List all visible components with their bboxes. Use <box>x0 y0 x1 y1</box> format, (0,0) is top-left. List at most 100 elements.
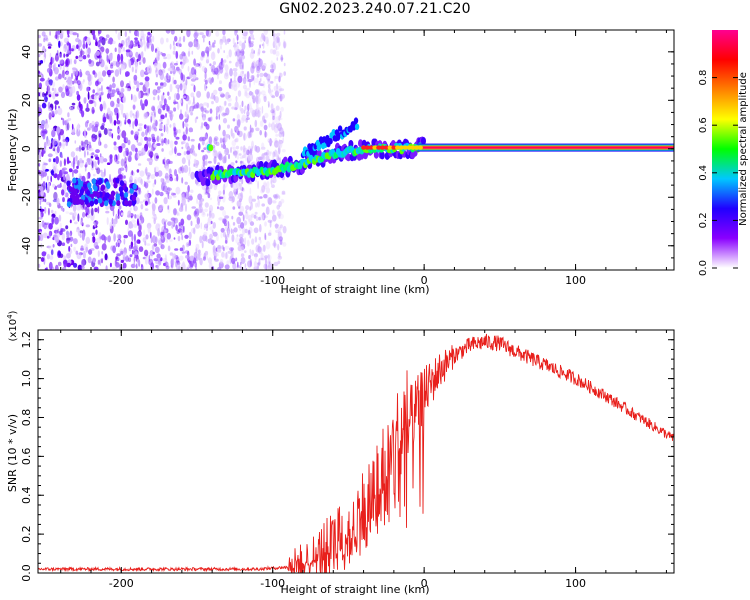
noise-speck <box>77 264 83 270</box>
noise-speck <box>183 123 189 128</box>
noise-speck <box>224 134 228 143</box>
noise-speck <box>257 180 259 190</box>
noise-speck <box>172 253 177 260</box>
noise-speck <box>278 236 283 242</box>
noise-speck <box>231 140 237 147</box>
noise-speck <box>278 131 283 138</box>
noise-speck <box>175 84 181 89</box>
noise-speck <box>169 43 172 50</box>
noise-speck <box>54 100 59 105</box>
noise-speck <box>163 137 167 144</box>
signal-speck <box>72 199 77 205</box>
noise-speck <box>87 127 91 131</box>
noise-speck <box>259 72 264 78</box>
noise-speck <box>63 48 66 52</box>
noise-speck <box>159 191 164 197</box>
noise-speck <box>157 228 161 237</box>
noise-speck <box>135 111 138 118</box>
noise-speck <box>174 169 177 177</box>
noise-speck <box>251 48 254 54</box>
noise-speck <box>173 79 177 85</box>
noise-speck <box>230 78 232 83</box>
noise-speck <box>80 219 83 226</box>
noise-speck <box>79 230 84 234</box>
noise-speck <box>193 85 196 93</box>
noise-speck <box>161 148 164 152</box>
noise-speck <box>278 115 281 121</box>
noise-speck <box>76 203 81 211</box>
noise-speck <box>207 117 211 122</box>
noise-speck <box>84 121 89 128</box>
noise-speck <box>70 151 76 158</box>
noise-speck <box>278 195 281 200</box>
noise-speck <box>264 258 268 265</box>
noise-speck <box>270 80 274 84</box>
noise-speck <box>97 88 100 94</box>
noise-speck <box>112 60 117 66</box>
noise-speck <box>274 193 280 199</box>
noise-speck <box>137 230 142 237</box>
noise-speck <box>127 230 133 237</box>
noise-speck <box>255 66 261 74</box>
noise-speck <box>143 92 148 96</box>
noise-speck <box>169 252 174 256</box>
noise-speck <box>130 223 133 229</box>
y-scale-note: (x104) <box>6 310 19 341</box>
noise-speck <box>120 80 124 88</box>
noise-speck <box>219 66 224 74</box>
y-tick-label: 0.8 <box>20 409 33 427</box>
noise-speck <box>81 259 85 268</box>
noise-speck <box>167 91 170 96</box>
noise-speck <box>181 142 184 145</box>
noise-speck <box>144 256 148 265</box>
noise-speck <box>148 126 151 135</box>
noise-speck <box>155 223 161 232</box>
noise-speck <box>224 215 230 219</box>
noise-speck <box>58 86 63 93</box>
noise-speck <box>146 65 150 73</box>
noise-speck <box>100 125 105 130</box>
noise-speck <box>178 167 183 174</box>
noise-speck <box>159 71 164 81</box>
noise-speck <box>104 236 108 241</box>
noise-speck <box>66 234 70 238</box>
noise-speck <box>81 233 85 241</box>
noise-speck <box>243 133 247 141</box>
noise-speck <box>184 191 190 200</box>
noise-speck <box>241 42 246 50</box>
noise-speck <box>222 189 225 195</box>
noise-speck <box>224 100 227 106</box>
noise-speck <box>248 36 251 44</box>
noise-speck <box>204 83 207 92</box>
noise-speck <box>56 197 60 206</box>
noise-speck <box>151 35 155 42</box>
noise-speck <box>167 245 171 252</box>
noise-speck <box>44 206 47 214</box>
noise-speck <box>274 140 279 148</box>
noise-speck <box>103 127 108 136</box>
x-tick-label: 100 <box>565 274 586 287</box>
signal-speck <box>115 177 120 184</box>
noise-speck <box>105 48 110 54</box>
noise-speck <box>75 250 79 255</box>
noise-speck <box>213 39 216 45</box>
noise-speck <box>134 244 139 248</box>
noise-speck <box>87 80 92 86</box>
noise-speck <box>58 214 62 222</box>
noise-speck <box>238 153 242 156</box>
noise-speck <box>208 40 211 46</box>
noise-speck <box>77 226 80 230</box>
noise-speck <box>51 129 56 138</box>
noise-speck <box>76 252 82 260</box>
noise-speck <box>72 67 77 71</box>
noise-speck <box>220 45 222 50</box>
noise-speck <box>232 206 236 210</box>
noise-speck <box>175 66 180 71</box>
noise-speck <box>142 237 147 243</box>
noise-speck <box>209 197 213 201</box>
noise-speck <box>39 233 44 242</box>
noise-speck <box>259 91 262 95</box>
noise-speck <box>120 53 124 62</box>
noise-speck <box>186 103 188 111</box>
carrier-spot <box>376 145 382 150</box>
